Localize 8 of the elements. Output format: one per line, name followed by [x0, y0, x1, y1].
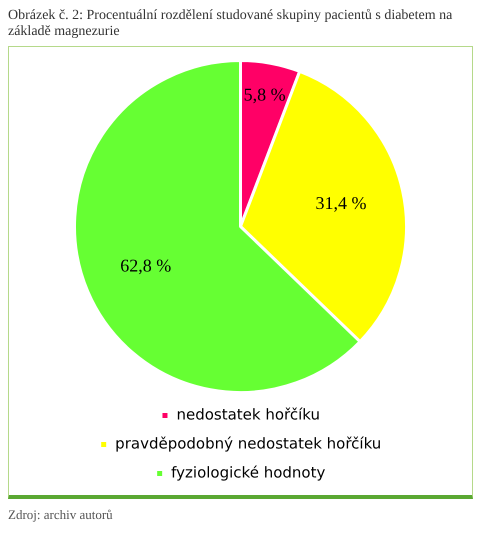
- data-label: 62,8 %: [120, 256, 172, 276]
- data-label: 31,4 %: [315, 192, 366, 213]
- legend-label: nedostatek hořčíku: [176, 405, 320, 424]
- legend-label: fyziologické hodnoty: [171, 463, 326, 482]
- data-label: 5,8 %: [244, 84, 286, 105]
- chart-title: Obrázek č. 2: Procentuální rozdělení studované skupiny pacientů s diabetem na základě magnezurie: [8, 8, 454, 40]
- legend-label: pravděpodobný nedostatek hořčíku: [115, 434, 382, 452]
- text: Zdroj: archiv autorů: [8, 507, 114, 523]
